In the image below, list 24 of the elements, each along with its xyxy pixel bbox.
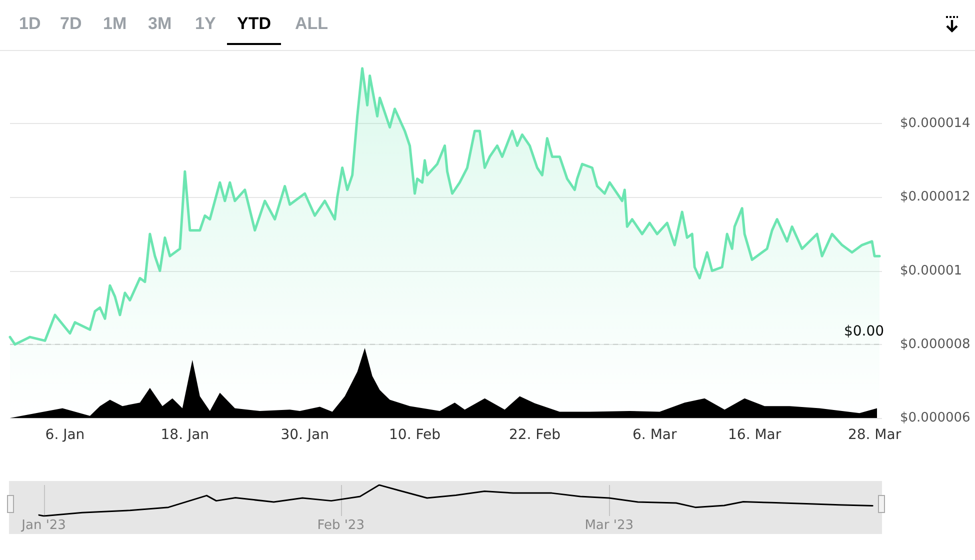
ref-line-label: $0.00 xyxy=(844,323,884,340)
y-tick-label: $0.00001 xyxy=(900,263,962,278)
x-tick-label: 10. Feb xyxy=(389,427,441,443)
y-tick-label: $0.000008 xyxy=(900,336,970,352)
text: ALL xyxy=(295,14,328,34)
x-tick-label: 6. Mar xyxy=(632,427,677,443)
x-tick-label: 6. Jan xyxy=(45,427,85,443)
x-tick-label: 22. Feb xyxy=(508,427,561,443)
x-tick-label: 30. Jan xyxy=(280,427,329,443)
y-tick-label: $0.000006 xyxy=(900,410,970,426)
x-tick-label: 16. Mar xyxy=(728,427,782,443)
text: 1M xyxy=(103,14,127,34)
text: 7D xyxy=(60,14,82,34)
x-tick-label: Jan '23 xyxy=(20,518,66,533)
x-tick-label: 28. Mar xyxy=(848,427,902,443)
text: YTD xyxy=(227,14,281,45)
text: 1D xyxy=(19,14,41,34)
x-tick-label: 18. Jan xyxy=(160,427,210,443)
text: 1Y xyxy=(195,14,216,34)
text: 3M xyxy=(148,14,172,34)
x-tick-label: Mar '23 xyxy=(584,518,634,533)
y-tick-label: $0.000014 xyxy=(900,116,970,132)
y-tick-label: $0.000012 xyxy=(900,190,970,205)
x-tick-label: Feb '23 xyxy=(317,518,364,533)
